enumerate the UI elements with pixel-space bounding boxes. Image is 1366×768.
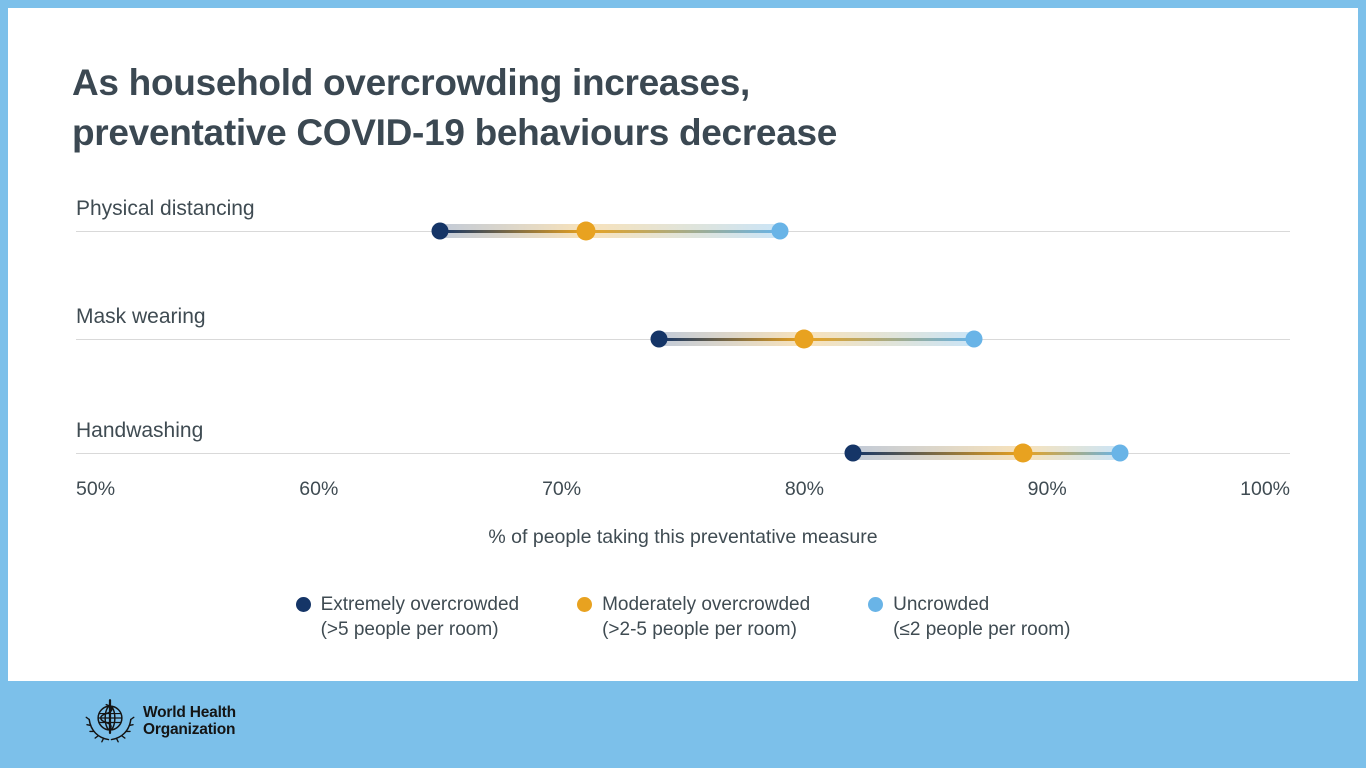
- x-tick-label: 90%: [1027, 478, 1067, 500]
- dot-moderately-overcrowded: [576, 221, 596, 241]
- dot-uncrowded: [965, 330, 983, 348]
- range-line: [440, 229, 781, 233]
- chart-card: As household overcrowding increases, pre…: [8, 8, 1358, 681]
- category-label: Mask wearing: [76, 305, 206, 328]
- legend-dot-icon: [577, 597, 593, 612]
- x-tick-label: 70%: [542, 478, 582, 500]
- legend-label: Extremely overcrowded (>5 people per room…: [321, 592, 520, 643]
- who-wordmark: World Health Organization: [143, 704, 236, 739]
- x-axis-ticks: 50% 60% 70% 80% 90% 100%: [76, 478, 1290, 508]
- legend-label-line-1: Moderately overcrowded: [602, 594, 811, 615]
- x-tick-label: 50%: [76, 478, 116, 500]
- legend-label: Moderately overcrowded (>2-5 people per r…: [602, 592, 810, 643]
- legend-label-line-1: Uncrowded: [893, 594, 990, 615]
- legend-item: Extremely overcrowded (>5 people per room…: [295, 592, 520, 643]
- title-line-2: preventative COVID-19 behaviours decreas…: [72, 111, 838, 153]
- who-wordmark-line-2: Organization: [143, 721, 236, 738]
- legend-label-line-2: (>2-5 people per room): [602, 619, 797, 641]
- legend: Extremely overcrowded (>5 people per room…: [8, 592, 1358, 643]
- category-label: Handwashing: [76, 419, 204, 442]
- dot-extremely-overcrowded: [431, 222, 449, 240]
- legend-label: Uncrowded (≤2 people per room): [893, 592, 1070, 643]
- row-gridline: [76, 452, 1290, 454]
- legend-dot-icon: [868, 597, 884, 612]
- dot-uncrowded: [1111, 444, 1129, 462]
- legend-item: Uncrowded (≤2 people per room): [868, 592, 1070, 643]
- who-emblem-icon: [85, 699, 135, 743]
- dot-uncrowded: [771, 222, 789, 240]
- dot-moderately-overcrowded: [1013, 443, 1033, 463]
- x-tick-label: 60%: [299, 478, 339, 500]
- legend-label-line-2: (>5 people per room): [320, 619, 499, 641]
- range-line: [658, 337, 975, 341]
- dot-moderately-overcrowded: [794, 329, 814, 349]
- x-axis-label: % of people taking this preventative mea…: [488, 526, 878, 548]
- legend-label-line-1: Extremely overcrowded: [320, 594, 520, 615]
- x-tick-label: 100%: [1240, 478, 1290, 500]
- category-label: Physical distancing: [76, 197, 255, 220]
- range-line: [852, 451, 1121, 455]
- dot-extremely-overcrowded: [844, 444, 862, 462]
- legend-label-line-2: (≤2 people per room): [893, 619, 1071, 641]
- legend-dot-icon: [295, 597, 311, 612]
- who-logo: World Health Organization: [84, 695, 236, 747]
- legend-item: Moderately overcrowded (>2-5 people per r…: [577, 592, 810, 643]
- x-tick-label: 80%: [784, 478, 824, 500]
- who-wordmark-line-1: World Health: [143, 703, 236, 721]
- dot-extremely-overcrowded: [650, 330, 668, 348]
- dumbbell-plot: Physical distancing Mask wearing Handwashi…: [76, 8, 1290, 528]
- page-title: As household overcrowding increases, pre…: [72, 58, 837, 158]
- title-line-1: As household overcrowding increases,: [72, 62, 751, 103]
